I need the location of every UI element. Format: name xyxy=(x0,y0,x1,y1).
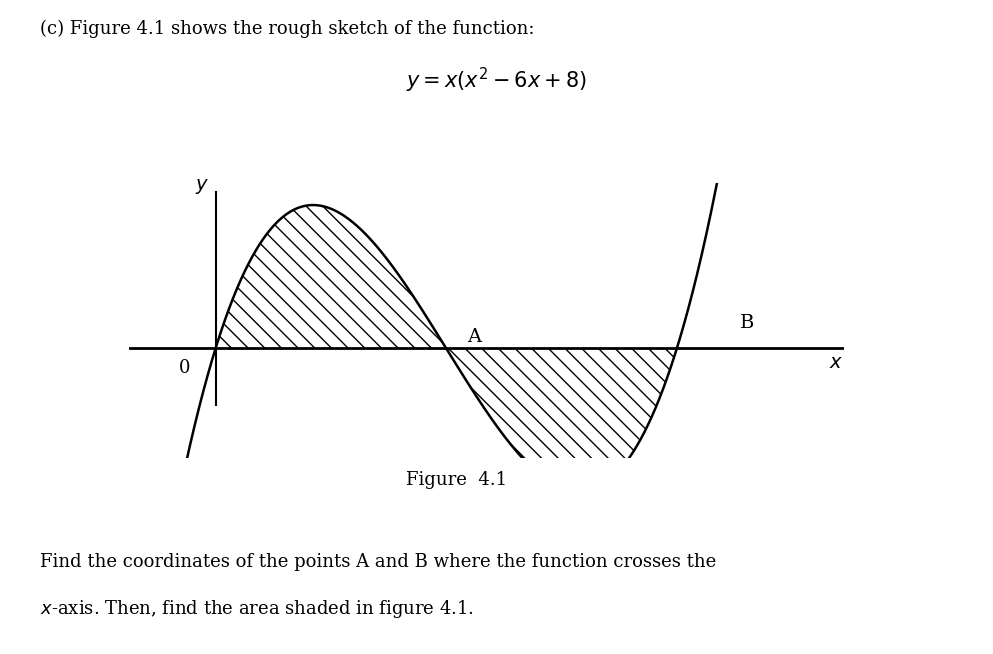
Text: (c) Figure 4.1 shows the rough sketch of the function:: (c) Figure 4.1 shows the rough sketch of… xyxy=(40,20,534,38)
Text: $x$: $x$ xyxy=(829,354,843,372)
Text: $x$-axis. Then, find the area shaded in figure 4.1.: $x$-axis. Then, find the area shaded in … xyxy=(40,598,474,621)
Text: B: B xyxy=(740,314,755,332)
Text: Find the coordinates of the points A and B where the function crosses the: Find the coordinates of the points A and… xyxy=(40,553,716,571)
Text: 0: 0 xyxy=(179,358,191,377)
Text: $y = x(x^2 - 6x + 8)$: $y = x(x^2 - 6x + 8)$ xyxy=(406,65,587,95)
Text: $y$: $y$ xyxy=(195,177,209,196)
Text: A: A xyxy=(467,328,481,346)
Text: Figure  4.1: Figure 4.1 xyxy=(406,471,507,489)
